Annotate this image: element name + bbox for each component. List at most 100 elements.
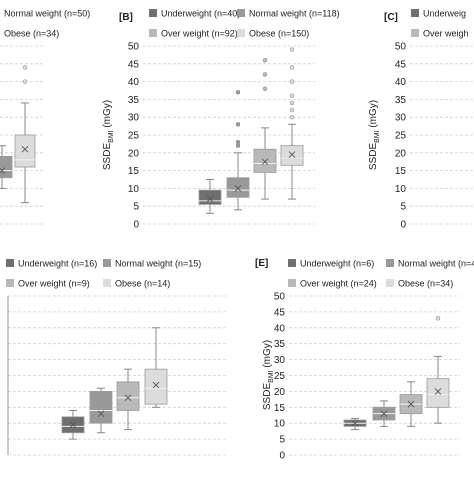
outlier-point: [289, 114, 295, 120]
legend-swatch-obese: [103, 279, 111, 287]
panel-c: 0 5 10 15 20 25 30 35 40 45 50 [C] SSDEBMI (mGy) Unde…: [368, 9, 474, 231]
y-axis-title-main: SSDE: [368, 143, 379, 171]
outlier-point: [289, 93, 295, 99]
outlier-point: [289, 47, 295, 52]
y-tick-label: 45: [395, 59, 407, 70]
y-axis-title-main: SSDE: [262, 383, 273, 411]
box-iqr: [253, 148, 277, 173]
mean-marker: [288, 151, 296, 158]
box-normal: [372, 400, 396, 427]
y-axis-title-unit: (mGy): [368, 100, 379, 131]
y-tick-label: 50: [128, 42, 140, 53]
mean-marker: [124, 394, 132, 402]
legend-swatch-over: [411, 29, 419, 37]
y-tick-label: 35: [128, 95, 140, 106]
box-over: [253, 57, 277, 200]
legend-swatch-underweight: [411, 9, 419, 17]
mean-marker: [206, 195, 214, 203]
y-axis-title-sub: BMI: [108, 130, 115, 143]
mean-marker: [21, 145, 29, 153]
y-tick-label: 30: [395, 113, 407, 124]
y-tick-label: 20: [274, 387, 286, 398]
box-obese: [14, 65, 36, 204]
y-axis-title-unit: (mGy): [102, 100, 113, 131]
outlier-point: [435, 316, 441, 321]
legend-entry-normal: Normal weight (n=4): [398, 259, 474, 269]
outlier-point: [289, 79, 295, 84]
box-iqr: [0, 155, 13, 179]
y-tick-label: 30: [274, 355, 286, 366]
box-iqr: [198, 189, 222, 205]
mean-marker: [0, 167, 6, 174]
legend-entry-underweight: Underweight (n=40): [161, 9, 240, 19]
panel-label: [B]: [119, 12, 133, 23]
panel-label: [E]: [255, 258, 268, 269]
legend-swatch-underweight: [149, 9, 157, 17]
box-underweight: [61, 409, 85, 440]
y-tick-label: 10: [274, 419, 286, 430]
y-tick-label: 10: [128, 184, 140, 195]
y-tick-label: 5: [133, 202, 139, 213]
y-tick-label: 45: [128, 59, 140, 70]
box-underweight: [198, 179, 222, 214]
box-iqr: [116, 381, 140, 411]
mean-marker: [380, 410, 388, 417]
legend-entry-underweight: Underweight (n=16): [18, 259, 97, 269]
y-tick-label: 40: [395, 77, 407, 88]
outlier-point: [235, 139, 241, 145]
legend-entry-over: Over weight (n=92): [161, 29, 238, 39]
panel-d: Underweight (n=16) Normal weight (n=15) Ov…: [6, 259, 228, 456]
legend-swatch-over: [6, 279, 14, 287]
y-tick-label: 5: [400, 202, 406, 213]
legend-swatch-over: [149, 29, 157, 37]
legend-swatch-underweight: [6, 259, 14, 267]
legend-entry-over: Over weight (n=24): [300, 279, 377, 289]
box-iqr: [144, 368, 168, 405]
legend-swatch-normal: [103, 259, 111, 267]
legend-swatch-underweight: [288, 259, 296, 267]
mean-marker: [152, 381, 160, 389]
box-normal: [0, 145, 13, 189]
legend-entry-normal: Normal weight (n=118): [249, 9, 340, 19]
legend-swatch-normal: [386, 259, 394, 267]
legend-entry-underweight: Underweight (n=6): [300, 259, 374, 269]
y-tick-label: 20: [395, 148, 407, 159]
outlier-point: [235, 90, 241, 95]
y-tick-label: 15: [274, 403, 286, 414]
outlier-point: [262, 57, 268, 63]
y-tick-label: 20: [128, 148, 140, 159]
panel-b: 0 5 10 15 20 25 30 35 40 45 50 [B] SSDEBMI (mGy) Unde…: [102, 9, 340, 231]
y-tick-label: 0: [400, 220, 406, 231]
panel-e: 0 5 10 15 20 25 30 35 40 45 50 [E] SSDEBMI (mGy) Unde…: [255, 258, 474, 462]
outlier-point: [262, 72, 268, 77]
box-underweight: [343, 417, 367, 431]
box-iqr: [280, 145, 304, 166]
outlier-point: [289, 107, 295, 113]
outlier-point: [235, 122, 241, 127]
outlier-point: [22, 79, 28, 84]
y-tick-label: 15: [395, 166, 407, 177]
mean-marker: [69, 421, 77, 429]
y-tick-label: 5: [279, 435, 285, 446]
outlier-point: [289, 65, 295, 70]
outlier-point: [262, 86, 268, 91]
legend-entry-obese: Obese (n=34): [398, 279, 453, 289]
box-normal: [226, 90, 250, 211]
mean-marker: [261, 158, 269, 166]
y-tick-label: 40: [128, 77, 140, 88]
mean-marker: [351, 419, 359, 427]
box-over: [399, 381, 423, 427]
box-obese: [426, 316, 450, 424]
legend-entry-over: Over weigh: [423, 29, 469, 39]
legend-swatch-obese: [237, 29, 245, 37]
y-axis-title: SSDEBMI (mGy): [102, 100, 115, 170]
legend-entry-underweight: Underweig: [423, 9, 466, 19]
legend-entry-obese: Obese (n=34): [4, 29, 59, 39]
outlier-point: [22, 65, 28, 70]
box-iqr: [89, 390, 113, 424]
legend-swatch-obese: [386, 279, 394, 287]
legend-entry-obese: Obese (n=14): [115, 279, 170, 289]
legend-swatch-normal: [237, 9, 245, 17]
y-tick-label: 0: [133, 220, 139, 231]
